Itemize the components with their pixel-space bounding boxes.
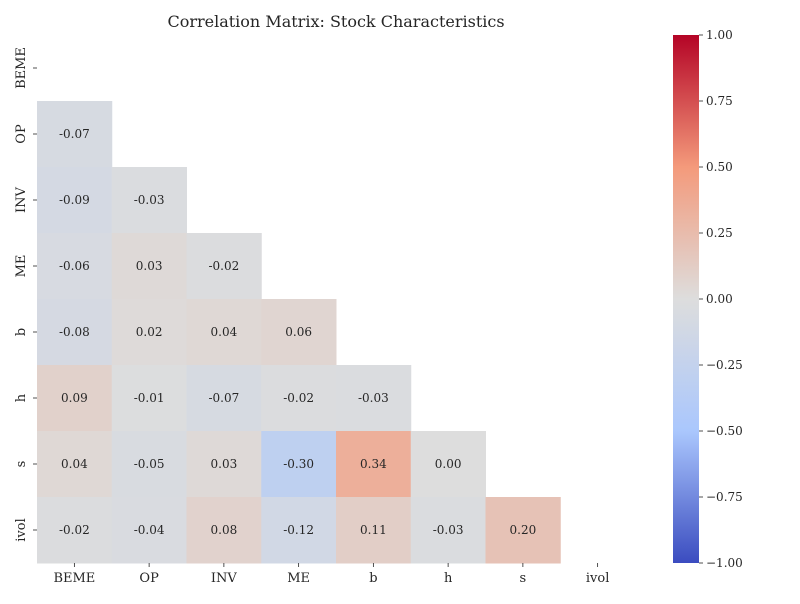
heatmap-cells (37, 101, 561, 564)
cell-value-label: -0.05 (134, 457, 165, 471)
cell-value-label: -0.04 (134, 523, 165, 537)
heatmap-cell (37, 233, 113, 300)
colorbar-tick-label: 1.00 (706, 28, 733, 42)
heatmap-cell (37, 365, 113, 432)
cell-value-label: 0.02 (136, 325, 163, 339)
heatmap-cell (410, 497, 486, 564)
colorbar-tick-label: −0.75 (706, 490, 743, 504)
x-axis: BEME OP INV ME b h s ivol (53, 563, 609, 586)
cell-value-label: -0.07 (208, 391, 239, 405)
y-tick-label: h (14, 393, 29, 402)
heatmap-cell (336, 431, 412, 498)
cell-value-label: 0.34 (360, 457, 387, 471)
colorbar: 1.00 0.75 0.50 0.25 0.00 −0.25 −0.50 −0.75 −1.00 (673, 28, 743, 570)
cell-value-label: 0.09 (61, 391, 88, 405)
chart-title: Correlation Matrix: Stock Characteristic… (167, 12, 504, 31)
heatmap-cell (485, 497, 561, 564)
cell-value-label: 0.04 (61, 457, 88, 471)
cell-value-label: 0.11 (360, 523, 387, 537)
x-tick-label: BEME (53, 571, 95, 586)
cell-value-label: -0.12 (283, 523, 314, 537)
cell-value-label: -0.06 (59, 259, 90, 273)
heatmap-cell (111, 167, 187, 234)
cell-value-label: 0.04 (211, 325, 238, 339)
y-tick-label: s (14, 461, 29, 468)
heatmap-cell (37, 431, 113, 498)
y-tick-label: OP (14, 124, 29, 144)
heatmap-cell (410, 431, 486, 498)
heatmap-cell-labels: -0.07 -0.09 -0.03 -0.06 0.03 -0.02 -0.08 0.02 0.… (59, 127, 536, 537)
colorbar-tick-label: −0.50 (706, 424, 743, 438)
heatmap-cell (37, 299, 113, 366)
heatmap-cell (261, 431, 337, 498)
colorbar-gradient (673, 35, 699, 563)
heatmap-cell (37, 101, 113, 168)
x-tick-label: h (444, 571, 453, 586)
heatmap-cell (186, 497, 262, 564)
heatmap-cell (37, 497, 113, 564)
x-tick-label: OP (139, 571, 159, 586)
heatmap-cell (336, 497, 412, 564)
y-tick-label: ME (14, 255, 29, 278)
cell-value-label: -0.30 (283, 457, 314, 471)
cell-value-label: 0.06 (285, 325, 312, 339)
colorbar-tick-label: 0.25 (706, 226, 733, 240)
cell-value-label: 0.03 (211, 457, 238, 471)
heatmap-cell (261, 497, 337, 564)
x-tick-label: b (369, 571, 377, 586)
heatmap-cell (111, 299, 187, 366)
colorbar-tick-label: 0.75 (706, 94, 733, 108)
cell-value-label: 0.03 (136, 259, 163, 273)
heatmap-cell (261, 299, 337, 366)
y-tick-label: BEME (14, 47, 29, 89)
heatmap-cell (186, 365, 262, 432)
colorbar-tick-label: 0.00 (706, 292, 733, 306)
cell-value-label: -0.07 (59, 127, 90, 141)
heatmap-cell (186, 233, 262, 300)
heatmap-cell (111, 233, 187, 300)
x-tick-label: s (520, 571, 527, 586)
cell-value-label: 0.20 (510, 523, 537, 537)
y-tick-label: ivol (14, 518, 29, 542)
cell-value-label: 0.00 (435, 457, 462, 471)
y-tick-label: INV (14, 186, 29, 213)
cell-value-label: -0.09 (59, 193, 90, 207)
heatmap-cell (336, 365, 412, 432)
heatmap-cell (111, 365, 187, 432)
cell-value-label: -0.02 (59, 523, 90, 537)
x-tick-label: ivol (586, 571, 610, 586)
cell-value-label: -0.03 (358, 391, 389, 405)
colorbar-tick-label: 0.50 (706, 160, 733, 174)
cell-value-label: -0.03 (433, 523, 464, 537)
cell-value-label: 0.08 (211, 523, 238, 537)
heatmap-cell (261, 365, 337, 432)
x-tick-label: ME (287, 571, 310, 586)
heatmap-cell (186, 299, 262, 366)
cell-value-label: -0.02 (283, 391, 314, 405)
heatmap-cell (37, 167, 113, 234)
y-axis: BEME OP INV ME b h s ivol (14, 47, 37, 542)
heatmap-cell (111, 497, 187, 564)
heatmap-cell (111, 431, 187, 498)
cell-value-label: -0.03 (134, 193, 165, 207)
cell-value-label: -0.02 (208, 259, 239, 273)
cell-value-label: -0.08 (59, 325, 90, 339)
x-tick-label: INV (211, 571, 238, 586)
colorbar-tick-label: −0.25 (706, 358, 743, 372)
cell-value-label: -0.01 (134, 391, 165, 405)
heatmap-cell (186, 431, 262, 498)
colorbar-tick-label: −1.00 (706, 556, 743, 570)
y-tick-label: b (14, 328, 29, 336)
